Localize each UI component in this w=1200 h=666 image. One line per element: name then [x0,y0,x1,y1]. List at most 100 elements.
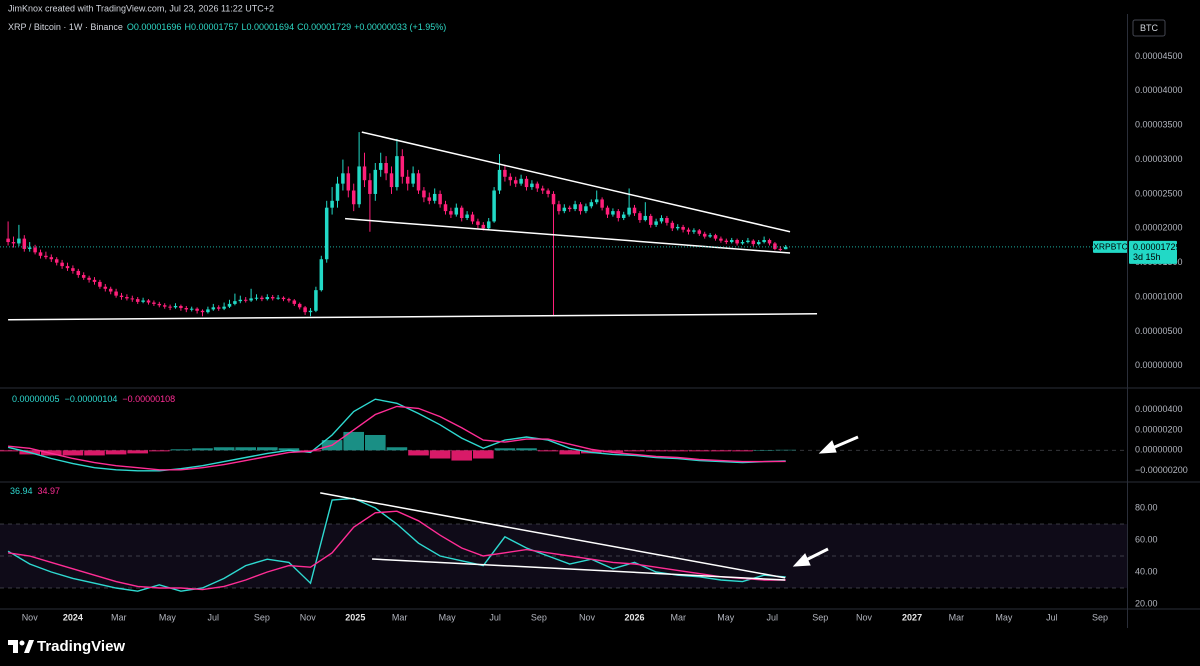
candle-body [49,257,54,260]
candle-body [519,178,523,184]
x-tick-label: May [159,612,177,622]
candle-body [551,193,556,205]
candle-body [692,230,696,232]
candle-body [546,190,550,194]
macd-histogram-bar [235,447,257,451]
currency-box[interactable] [1132,19,1166,37]
y-tick-label: 0.00002500 [1135,188,1183,198]
candle-body [119,295,124,298]
macd-histogram-bar [408,450,429,456]
candle-body [152,302,156,304]
candle-body [357,166,361,205]
currency[interactable]: BTC [1140,23,1159,33]
candle-body [233,301,237,304]
macd-histogram-bar [386,447,408,451]
candle-body [405,176,410,184]
macd-histogram-bar [62,450,84,456]
x-tick-label: May [717,612,735,622]
y-tick-label: 20.00 [1135,598,1158,608]
candle-body [351,190,356,205]
candle-body [330,200,334,208]
candle-body [297,303,302,308]
x-tick-label: Mar [111,612,127,622]
macd-histogram-bar [732,450,753,452]
candle-body [675,226,680,229]
macd-histogram-bar [0,450,19,452]
macd-histogram-bar [343,431,365,451]
rsi-legend: 36.94 34.97 [10,486,60,496]
candle-body [713,235,718,239]
attribution: JimKnox created with TradingView.com, Ju… [8,3,274,13]
candle-body [308,310,313,313]
x-tick-label: Jul [489,612,501,622]
candle-body [746,240,750,243]
candle-body [524,178,529,188]
candle-body [697,230,702,234]
candle-body [422,190,426,198]
candle-body [141,300,145,302]
candle-body [627,207,631,215]
trend-line [345,217,791,254]
macd-histogram-bar [473,450,494,459]
y-tick-label: 0.00000000 [1135,360,1183,370]
candle-body [60,262,64,267]
x-tick-label: Jul [208,612,220,622]
candle-body [184,308,189,310]
brand-logo [8,640,34,653]
candle-body [384,163,388,174]
macd-legend: 0.00000005 −0.00000104 −0.00000108 [12,394,175,404]
candle-body [98,281,102,287]
candle-body [27,247,32,249]
candle-body [578,204,583,212]
candle-body [389,173,394,188]
candle-body [465,214,469,218]
candle-body [33,247,37,253]
candle-body [335,183,340,201]
y-tick-label: 0.00000000 [1135,445,1183,455]
price-tag [1129,240,1177,264]
candle-body [92,279,97,282]
macd-histogram-bar [710,450,732,452]
candle-body [773,243,777,249]
candle-body [303,307,307,313]
candle-body [621,214,626,218]
macd-hist-value: 0.00000005 [12,394,60,404]
candle-body [38,252,43,256]
candle-body [11,242,16,244]
candle-body [767,239,772,244]
candle-body [470,214,475,222]
x-tick-label: Jul [766,612,778,622]
macd-histogram-bar [645,450,667,452]
logo-mark [24,640,34,653]
candle-body [702,233,707,237]
candle-body [373,169,378,194]
candle-body [497,169,502,191]
candle-body [600,199,604,208]
candle-body [227,303,232,307]
macd-histogram-bar [624,450,645,452]
x-tick-label: Nov [856,612,873,622]
candle-body [573,204,577,210]
candle-body [584,206,588,212]
candle-body [44,255,48,258]
candle-body [638,213,642,221]
y-tick-label: 0.00000400 [1135,404,1183,414]
candle-body [189,308,194,310]
arrow [792,547,829,567]
candle-body [200,310,205,313]
candle-body [562,207,567,212]
macd-histogram-bar [192,448,213,451]
macd-histogram-bar [127,450,149,454]
candle-body [594,199,599,203]
plot-layer: 0.00004500 0.00004000 0.00003500 0.00003000… [0,51,1188,622]
macd-histogram-bar [170,449,192,451]
candle-body [432,193,437,201]
candle-body [481,224,486,229]
x-tick-label: May [995,612,1013,622]
candle-body [65,266,70,269]
ohlc-low: L0.00001694 [242,22,295,32]
candle-body [643,215,648,221]
candle-body [270,297,275,299]
candle-body [557,204,561,212]
